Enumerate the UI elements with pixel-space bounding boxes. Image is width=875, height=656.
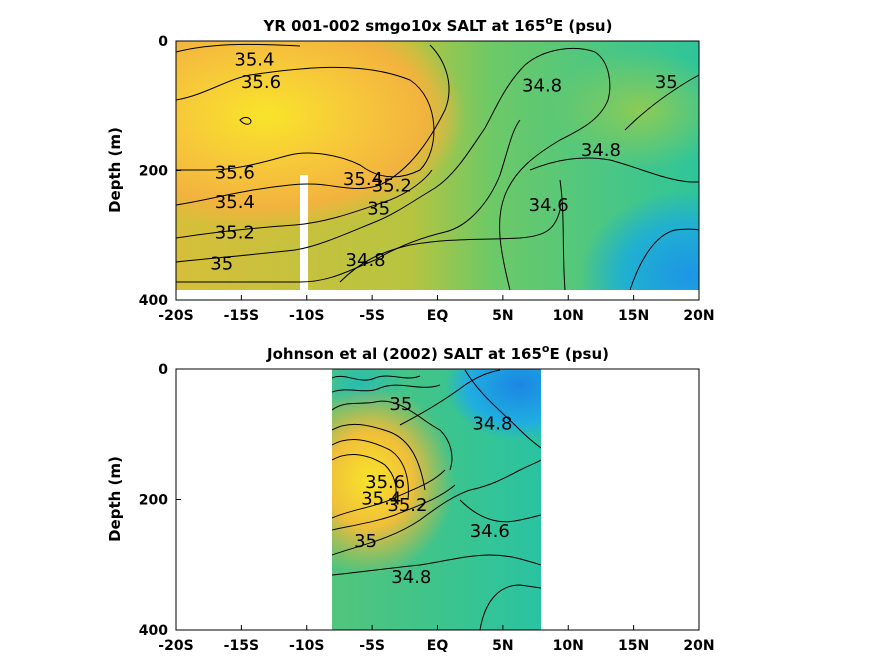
bottom-x-tick-label: 5N [492,638,513,654]
bottom-x-tick-label: -20S [158,638,193,654]
top-title: YR 001-002 smgo10x SALT at 165oE (psu) [263,14,613,35]
bottom-y-tick-label: 200 [139,493,168,509]
bottom-contour-label: 35.2 [387,495,427,516]
bottom-x-tick-label: 20N [683,638,714,654]
top-contour-label: 35 [367,198,390,219]
bottom-x-tick-label: 15N [618,638,649,654]
bottom-contour-label: 35.6 [365,472,405,493]
bottom-x-axis: -20S -15S -10S -5S EQ 5N 10N 15N 20N [158,625,715,654]
top-x-tick-label: -15S [224,308,259,324]
top-contour-label: 34.8 [522,75,562,96]
bottom-contour-label: 34.6 [470,521,510,542]
bottom-contour-label: 35.4 [361,489,401,510]
bottom-y-axis: 0 200 400 [139,362,181,639]
top-contour-label: 34.6 [529,195,569,216]
top-contour-labels: 35.435.635.635.435.23535.435.23534.834.8… [210,49,677,274]
top-x-tick-label: 20N [683,308,714,324]
top-x-tick-label: 10N [553,308,584,324]
top-contours [176,43,699,290]
bottom-x-tick-label: 10N [553,638,584,654]
bottom-title: Johnson et al (2002) SALT at 165oE (psu) [266,342,609,363]
top-y-axis: 0 200 400 [139,34,181,309]
top-contour-label: 35.6 [241,72,281,93]
top-contour-label: 35.4 [215,192,255,213]
top-contour-label: 35.4 [343,169,383,190]
top-x-tick-label: -20S [158,308,193,324]
panel-top: 35.435.635.635.435.23535.435.23534.834.8… [106,14,715,324]
bottom-contour-label: 35 [354,531,377,552]
bottom-contour-label: 35 [389,394,412,415]
top-x-tick-label: 15N [618,308,649,324]
bottom-contour-label: 34.8 [472,413,512,434]
top-contour-label: 34.8 [581,140,621,161]
top-y-tick-label: 0 [158,34,168,50]
bottom-heatmap [332,369,541,630]
top-x-tick-label: -10S [289,308,324,324]
top-y-tick-label: 200 [139,164,168,180]
bottom-y-tick-label: 0 [158,362,168,378]
top-missing-data-strip [300,175,308,291]
top-x-tick-label: 5N [492,308,513,324]
top-contour-label: 34.8 [346,250,386,271]
bottom-y-axis-label: Depth (m) [106,456,124,542]
bottom-contours [332,369,541,630]
top-x-tick-label: -5S [359,308,385,324]
top-contour-label: 35.4 [234,49,274,70]
bottom-x-tick-label: -10S [289,638,324,654]
bottom-contour-label: 34.8 [391,567,431,588]
panel-bottom: 35 34.8 35.635.435.2 35 34.6 34.8 -20S -15S -10… [106,342,715,654]
bottom-x-tick-label: -15S [224,638,259,654]
bottom-x-tick-label: EQ [427,638,449,654]
top-contour-label: 35.2 [372,176,412,197]
bottom-y-tick-label: 400 [139,623,168,639]
top-contour-label: 35 [655,72,678,93]
top-contour-label: 35 [210,253,233,274]
top-contour-label: 35.2 [215,222,255,243]
top-y-tick-label: 400 [139,293,168,309]
top-y-axis-label: Depth (m) [106,127,124,213]
top-x-axis: -20S -15S -10S -5S EQ 5N 10N 15N 20N [158,295,715,324]
top-contour-label: 35.6 [215,163,255,184]
top-x-tick-label: EQ [427,308,449,324]
bottom-x-tick-label: -5S [359,638,385,654]
bottom-contour-labels: 35 34.8 35.635.435.2 35 34.6 34.8 [354,394,512,588]
top-heatmap [176,41,699,290]
